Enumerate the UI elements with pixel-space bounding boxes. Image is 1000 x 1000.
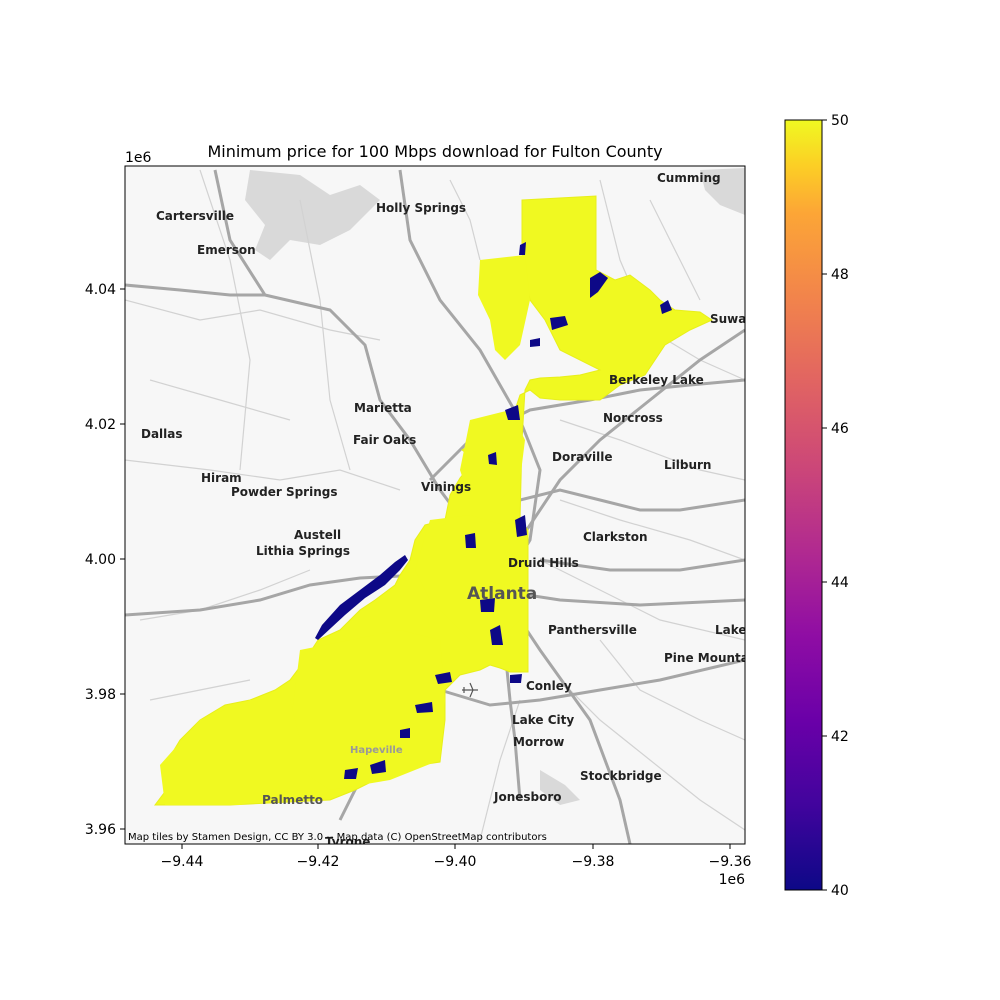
place-lithia-springs: Lithia Springs [256, 544, 350, 558]
place-holly-springs: Holly Springs [376, 201, 466, 215]
x-axis: −9.44 −9.42 −9.40 −9.38 −9.36 1e6 [161, 844, 752, 888]
x-tick-label: −9.44 [161, 854, 204, 870]
x-tick-label: −9.40 [434, 854, 477, 870]
map-area[interactable]: Cumming Cartersville Holly Springs Emers… [125, 166, 762, 849]
place-lake: Lake [715, 623, 747, 637]
place-marietta: Marietta [354, 401, 412, 415]
place-cumming: Cumming [657, 171, 721, 185]
place-hiram: Hiram [201, 471, 242, 485]
place-stockbridge: Stockbridge [580, 769, 662, 783]
y-tick-label: 4.02 [85, 417, 116, 433]
colorbar-tick-label: 42 [831, 729, 849, 745]
y-tick-label: 3.96 [85, 822, 116, 838]
place-atlanta: Atlanta [467, 584, 537, 604]
colorbar: 40 42 44 46 48 50 [784, 113, 849, 899]
place-pine-mountain: Pine Mountain [664, 651, 762, 665]
x-tick-label: −9.42 [297, 854, 340, 870]
place-palmetto: Palmetto [262, 793, 323, 807]
place-lake-city: Lake City [512, 713, 574, 727]
place-cartersville: Cartersville [156, 209, 234, 223]
y-offset-label: 1e6 [125, 150, 152, 166]
y-tick-label: 4.00 [85, 552, 116, 568]
colorbar-tick-label: 48 [831, 267, 849, 283]
y-tick-label: 4.04 [85, 282, 116, 298]
place-powder-springs: Powder Springs [231, 485, 338, 499]
x-tick-label: −9.36 [709, 854, 752, 870]
place-clarkston: Clarkston [583, 530, 648, 544]
place-emerson: Emerson [197, 243, 256, 257]
low-price-areas[interactable] [315, 242, 672, 779]
y-axis: 3.96 3.98 4.00 4.02 4.04 [85, 282, 125, 838]
y-tick-label: 3.98 [85, 687, 116, 703]
place-doraville: Doraville [552, 450, 613, 464]
x-tick-label: −9.38 [572, 854, 615, 870]
place-jonesboro: Jonesboro [493, 790, 562, 804]
x-offset-label: 1e6 [719, 872, 746, 888]
lakes [245, 168, 745, 805]
map-attribution: Map tiles by Stamen Design, CC BY 3.0 --… [128, 832, 547, 843]
colorbar-tick-label: 44 [831, 575, 849, 591]
place-suwan: Suwan [710, 312, 755, 326]
place-fair-oaks: Fair Oaks [353, 433, 416, 447]
colorbar-tick-label: 50 [831, 113, 849, 129]
place-vinings: Vinings [421, 480, 471, 494]
place-dallas: Dallas [141, 427, 183, 441]
colorbar-tick-label: 40 [831, 883, 849, 899]
colorbar-gradient [784, 119, 823, 891]
place-austell: Austell [294, 528, 341, 542]
place-norcross: Norcross [603, 411, 663, 425]
place-berkeley-lake: Berkeley Lake [609, 373, 704, 387]
place-conley: Conley [526, 679, 572, 693]
place-panthersville: Panthersville [548, 623, 637, 637]
chart-title: Minimum price for 100 Mbps download for … [207, 142, 662, 161]
colorbar-tick-label: 46 [831, 421, 849, 437]
axes-frame [124, 165, 746, 845]
airport-icon [462, 682, 478, 698]
place-morrow: Morrow [513, 735, 564, 749]
place-hapeville: Hapeville [350, 745, 403, 756]
city-labels: Cumming Cartersville Holly Springs Emers… [141, 171, 762, 849]
place-lilburn: Lilburn [664, 458, 711, 472]
place-druid-hills: Druid Hills [508, 556, 579, 570]
place-tyrone: Tyrone [325, 835, 370, 849]
fulton-county-area[interactable] [154, 195, 714, 806]
